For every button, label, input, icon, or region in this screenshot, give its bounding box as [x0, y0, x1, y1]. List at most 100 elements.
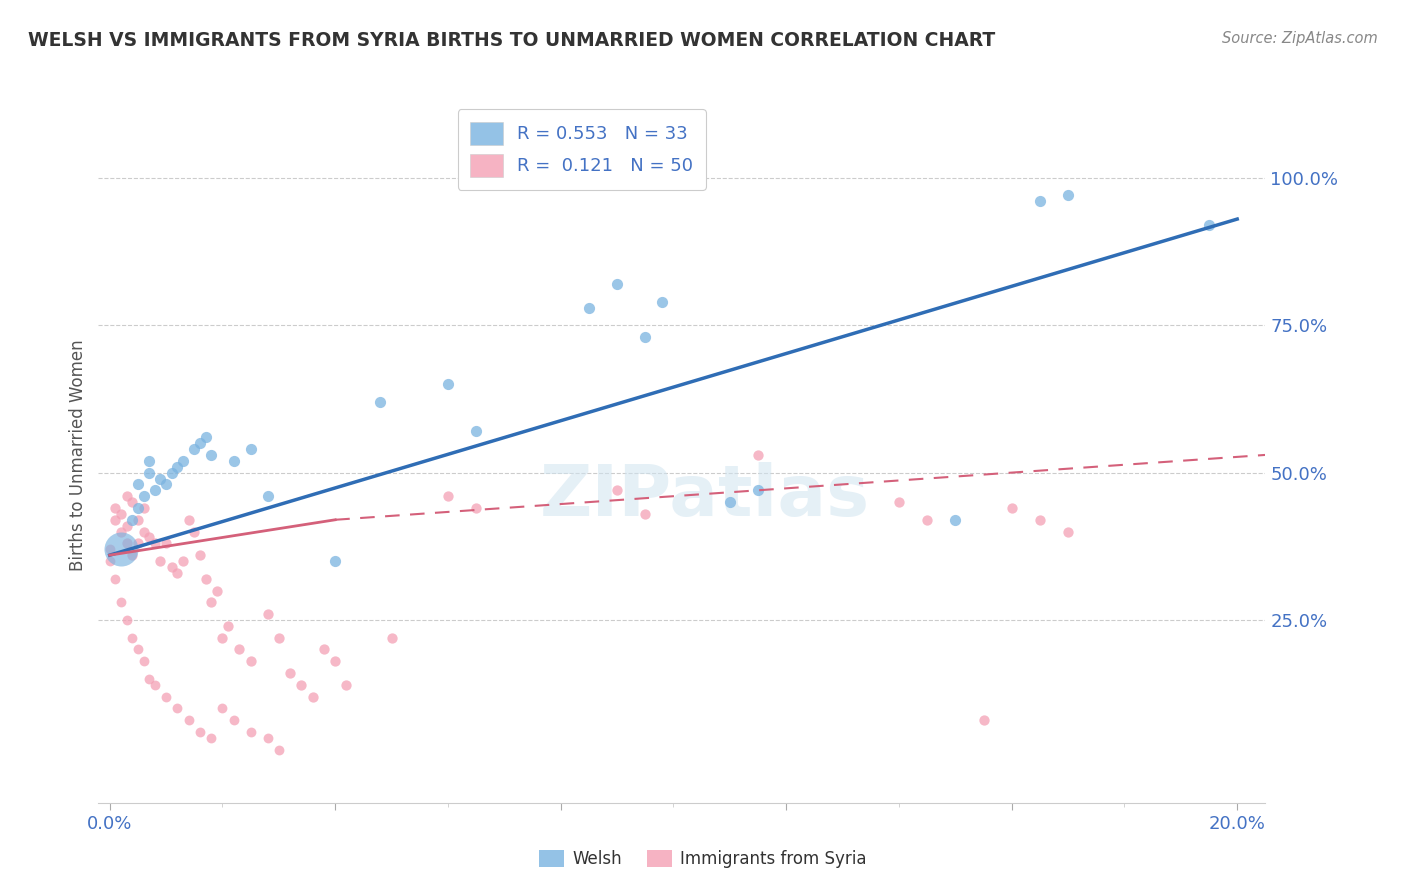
- Point: [323, 554, 346, 568]
- Point: [239, 654, 262, 668]
- Text: ZIPatlas: ZIPatlas: [540, 462, 870, 531]
- Point: [104, 513, 127, 527]
- Point: [160, 466, 183, 480]
- Point: [127, 500, 149, 515]
- Text: WELSH VS IMMIGRANTS FROM SYRIA BIRTHS TO UNMARRIED WOMEN CORRELATION CHART: WELSH VS IMMIGRANTS FROM SYRIA BIRTHS TO…: [28, 31, 995, 50]
- Point: [166, 701, 188, 715]
- Point: [115, 613, 138, 627]
- Point: [228, 642, 250, 657]
- Point: [127, 536, 149, 550]
- Legend: Welsh, Immigrants from Syria: Welsh, Immigrants from Syria: [533, 843, 873, 875]
- Point: [1198, 218, 1220, 232]
- Point: [256, 731, 278, 745]
- Point: [172, 454, 194, 468]
- Point: [127, 513, 149, 527]
- Point: [205, 583, 228, 598]
- Point: [194, 572, 217, 586]
- Point: [267, 743, 290, 757]
- Point: [217, 619, 239, 633]
- Point: [323, 654, 346, 668]
- Point: [98, 554, 121, 568]
- Point: [172, 554, 194, 568]
- Point: [747, 448, 769, 462]
- Point: [143, 483, 166, 498]
- Point: [149, 471, 172, 485]
- Point: [267, 631, 290, 645]
- Point: [747, 483, 769, 498]
- Point: [127, 477, 149, 491]
- Point: [887, 495, 910, 509]
- Point: [155, 690, 177, 704]
- Point: [183, 442, 205, 456]
- Point: [256, 607, 278, 621]
- Point: [149, 554, 172, 568]
- Point: [132, 489, 155, 503]
- Point: [634, 330, 657, 344]
- Point: [188, 725, 211, 739]
- Point: [606, 277, 628, 291]
- Point: [177, 713, 200, 727]
- Point: [211, 701, 233, 715]
- Point: [110, 542, 132, 557]
- Point: [200, 448, 222, 462]
- Point: [335, 678, 357, 692]
- Point: [301, 690, 323, 704]
- Point: [110, 524, 132, 539]
- Point: [166, 566, 188, 580]
- Point: [606, 483, 628, 498]
- Point: [188, 548, 211, 562]
- Point: [104, 500, 127, 515]
- Point: [110, 507, 132, 521]
- Point: [239, 725, 262, 739]
- Point: [465, 425, 488, 439]
- Point: [211, 631, 233, 645]
- Legend: R = 0.553   N = 33, R =  0.121   N = 50: R = 0.553 N = 33, R = 0.121 N = 50: [457, 109, 706, 190]
- Point: [194, 430, 217, 444]
- Point: [138, 466, 160, 480]
- Text: Source: ZipAtlas.com: Source: ZipAtlas.com: [1222, 31, 1378, 46]
- Point: [1029, 194, 1052, 209]
- Point: [290, 678, 312, 692]
- Point: [115, 518, 138, 533]
- Point: [222, 713, 245, 727]
- Point: [634, 507, 657, 521]
- Point: [651, 294, 673, 309]
- Point: [368, 395, 391, 409]
- Point: [138, 454, 160, 468]
- Y-axis label: Births to Unmarried Women: Births to Unmarried Women: [69, 339, 87, 571]
- Point: [132, 654, 155, 668]
- Point: [256, 489, 278, 503]
- Point: [973, 713, 995, 727]
- Point: [718, 495, 741, 509]
- Point: [1057, 188, 1080, 202]
- Point: [239, 442, 262, 456]
- Point: [465, 500, 488, 515]
- Point: [437, 377, 460, 392]
- Point: [1029, 513, 1052, 527]
- Point: [183, 524, 205, 539]
- Point: [104, 572, 127, 586]
- Point: [143, 678, 166, 692]
- Point: [143, 536, 166, 550]
- Point: [188, 436, 211, 450]
- Point: [177, 513, 200, 527]
- Point: [121, 631, 143, 645]
- Point: [381, 631, 404, 645]
- Point: [138, 672, 160, 686]
- Point: [110, 595, 132, 609]
- Point: [138, 531, 160, 545]
- Point: [121, 495, 143, 509]
- Point: [1057, 524, 1080, 539]
- Point: [312, 642, 335, 657]
- Point: [166, 459, 188, 474]
- Point: [915, 513, 938, 527]
- Point: [160, 560, 183, 574]
- Point: [1001, 500, 1024, 515]
- Point: [578, 301, 600, 315]
- Point: [155, 477, 177, 491]
- Point: [132, 524, 155, 539]
- Point: [437, 489, 460, 503]
- Point: [115, 536, 138, 550]
- Point: [200, 731, 222, 745]
- Point: [132, 500, 155, 515]
